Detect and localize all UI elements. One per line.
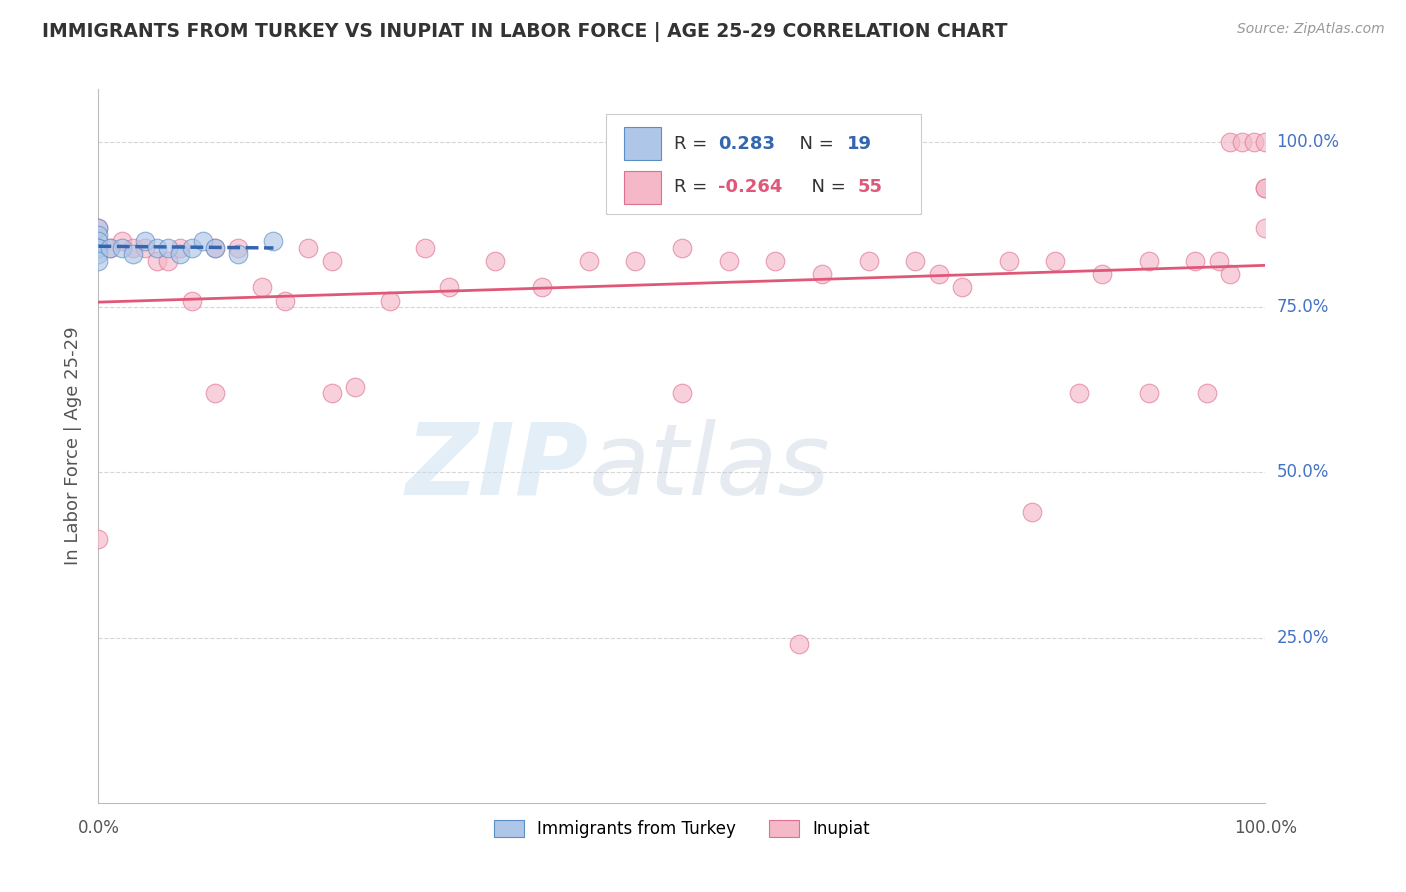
Point	[811, 267, 834, 281]
Point	[146, 241, 169, 255]
Point	[1184, 254, 1206, 268]
Point	[484, 254, 506, 268]
Point	[1021, 505, 1043, 519]
Point	[87, 234, 110, 248]
Point	[763, 254, 786, 268]
FancyBboxPatch shape	[624, 171, 661, 203]
Point	[321, 254, 343, 268]
Point	[717, 254, 740, 268]
Text: -0.264: -0.264	[718, 178, 783, 196]
FancyBboxPatch shape	[624, 128, 661, 161]
Text: 50.0%: 50.0%	[1277, 464, 1329, 482]
Point	[111, 234, 134, 248]
Point	[1254, 181, 1277, 195]
Point	[321, 386, 343, 401]
Point	[624, 254, 647, 268]
Point	[87, 221, 110, 235]
Point	[437, 280, 460, 294]
Text: N =: N =	[800, 178, 851, 196]
Point	[146, 254, 169, 268]
Point	[228, 247, 250, 261]
Text: R =: R =	[673, 178, 713, 196]
Text: 0.283: 0.283	[718, 135, 775, 153]
Point	[157, 254, 180, 268]
Point	[87, 221, 110, 235]
Point	[297, 241, 319, 255]
Point	[1045, 254, 1067, 268]
Point	[530, 280, 553, 294]
Point	[134, 234, 156, 248]
Point	[204, 241, 226, 255]
Point	[204, 386, 226, 401]
Text: N =: N =	[789, 135, 839, 153]
Point	[1243, 135, 1265, 149]
Legend: Immigrants from Turkey, Inupiat: Immigrants from Turkey, Inupiat	[486, 813, 877, 845]
Point	[1254, 221, 1277, 235]
Point	[122, 247, 145, 261]
Point	[671, 241, 693, 255]
Point	[413, 241, 436, 255]
Point	[204, 241, 226, 255]
Point	[180, 241, 202, 255]
Point	[344, 379, 367, 393]
Point	[1091, 267, 1114, 281]
Point	[1137, 254, 1160, 268]
Point	[274, 293, 297, 308]
Point	[858, 254, 880, 268]
Point	[1219, 267, 1241, 281]
Point	[111, 241, 134, 255]
Text: atlas: atlas	[589, 419, 830, 516]
Point	[950, 280, 973, 294]
Point	[578, 254, 600, 268]
Text: 25.0%: 25.0%	[1277, 629, 1329, 647]
Point	[787, 637, 810, 651]
Point	[904, 254, 927, 268]
Point	[193, 234, 215, 248]
Text: IMMIGRANTS FROM TURKEY VS INUPIAT IN LABOR FORCE | AGE 25-29 CORRELATION CHART: IMMIGRANTS FROM TURKEY VS INUPIAT IN LAB…	[42, 22, 1008, 42]
Point	[98, 241, 121, 255]
Point	[262, 234, 284, 248]
Point	[87, 241, 110, 255]
Text: ZIP: ZIP	[405, 419, 589, 516]
Point	[169, 241, 191, 255]
Point	[87, 241, 110, 255]
Point	[122, 241, 145, 255]
Point	[180, 293, 202, 308]
Point	[1195, 386, 1218, 401]
Point	[1067, 386, 1090, 401]
Text: 55: 55	[858, 178, 883, 196]
Point	[1137, 386, 1160, 401]
Text: 75.0%: 75.0%	[1277, 298, 1329, 317]
Point	[98, 241, 121, 255]
Text: R =: R =	[673, 135, 713, 153]
Point	[1254, 181, 1277, 195]
Point	[250, 280, 273, 294]
Text: 19: 19	[846, 135, 872, 153]
Point	[87, 227, 110, 242]
Point	[928, 267, 950, 281]
Point	[134, 241, 156, 255]
Point	[997, 254, 1019, 268]
FancyBboxPatch shape	[606, 114, 921, 214]
Point	[1254, 135, 1277, 149]
Point	[87, 254, 110, 268]
Point	[87, 532, 110, 546]
Point	[1219, 135, 1241, 149]
Point	[157, 241, 180, 255]
Point	[380, 293, 402, 308]
Y-axis label: In Labor Force | Age 25-29: In Labor Force | Age 25-29	[63, 326, 82, 566]
Point	[228, 241, 250, 255]
Point	[169, 247, 191, 261]
Point	[87, 247, 110, 261]
Point	[87, 241, 110, 255]
Point	[1208, 254, 1230, 268]
Point	[671, 386, 693, 401]
Text: 100.0%: 100.0%	[1277, 133, 1340, 151]
Point	[1230, 135, 1253, 149]
Text: Source: ZipAtlas.com: Source: ZipAtlas.com	[1237, 22, 1385, 37]
